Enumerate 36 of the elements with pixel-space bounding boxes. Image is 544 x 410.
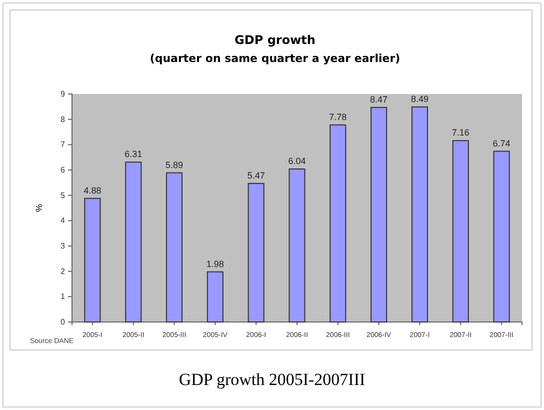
data-label: 1.98 bbox=[206, 258, 224, 269]
bar bbox=[411, 106, 428, 322]
data-label: 6.31 bbox=[124, 149, 142, 160]
bar bbox=[288, 168, 306, 322]
y-tick-label: 2 bbox=[60, 266, 66, 276]
bar bbox=[166, 172, 183, 322]
data-label: 5.89 bbox=[166, 160, 184, 170]
data-label: 6.04 bbox=[288, 156, 306, 166]
chart-title: GDP growth bbox=[234, 33, 316, 47]
bar bbox=[330, 124, 346, 322]
chart-subtitle: (quarter on same quarter a year earlier) bbox=[150, 52, 400, 65]
y-tick-label: 9 bbox=[60, 90, 66, 99]
bar bbox=[452, 140, 469, 322]
data-label: 8.49 bbox=[410, 94, 428, 104]
y-tick-label: 0 bbox=[60, 318, 66, 327]
data-label: 6.74 bbox=[492, 138, 510, 148]
bar bbox=[493, 150, 510, 322]
bar bbox=[248, 182, 264, 322]
y-tick-label: 3 bbox=[60, 242, 66, 251]
data-label: 7.16 bbox=[452, 128, 470, 138]
y-tick-label: 7 bbox=[60, 140, 66, 150]
data-label: 5.47 bbox=[247, 170, 265, 180]
bar bbox=[84, 198, 101, 322]
y-tick-label: 5 bbox=[60, 190, 66, 200]
data-label: 7.78 bbox=[329, 112, 347, 122]
y-tick-label: 4 bbox=[60, 216, 66, 226]
bar bbox=[125, 162, 142, 322]
y-axis-title: % bbox=[34, 204, 44, 212]
y-tick-label: 6 bbox=[60, 166, 66, 175]
bar bbox=[206, 271, 224, 322]
y-tick-label: 8 bbox=[60, 114, 66, 124]
data-label: 4.88 bbox=[84, 185, 102, 196]
bar bbox=[370, 106, 388, 322]
data-label: 8.47 bbox=[370, 94, 388, 104]
y-tick-label: 1 bbox=[60, 292, 66, 302]
text: GDP growth 2005I-2007III bbox=[178, 370, 366, 389]
